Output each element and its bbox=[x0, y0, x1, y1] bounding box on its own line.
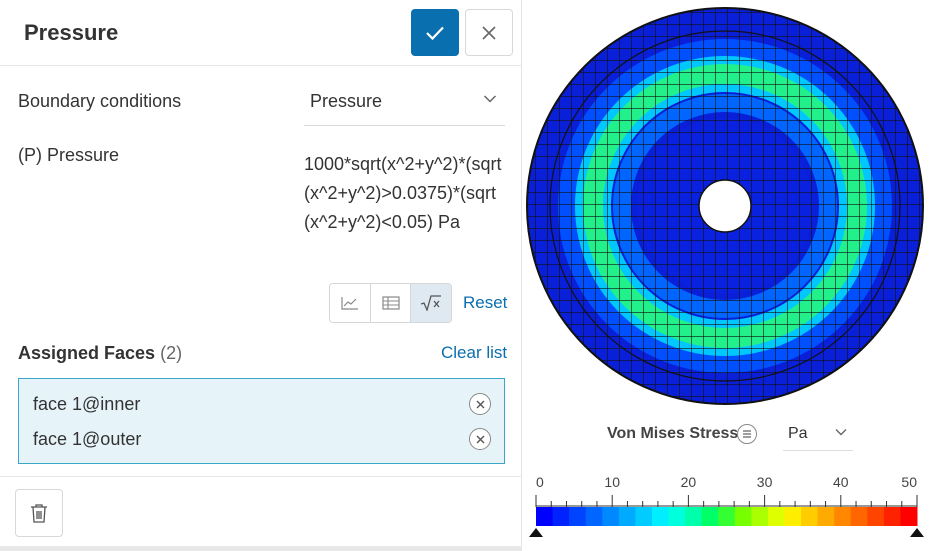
color-scale-segment bbox=[668, 507, 686, 526]
color-scale-segment bbox=[635, 507, 653, 526]
color-scale-segment bbox=[734, 507, 752, 526]
color-scale-segment bbox=[834, 507, 852, 526]
result-viewport[interactable]: Von Mises Stress Pa 0 10 20 30 40 50 bbox=[523, 0, 929, 551]
boundary-conditions-label: Boundary conditions bbox=[18, 91, 182, 111]
formula-icon bbox=[420, 295, 442, 311]
scale-tick-label: 30 bbox=[757, 474, 773, 490]
scale-min-handle[interactable] bbox=[529, 528, 543, 537]
pressure-expression-input[interactable]: 1000*sqrt(x^2+y^2)*(sqrt(x^2+y^2)>0.0375… bbox=[304, 154, 502, 232]
table-icon bbox=[381, 296, 400, 310]
scale-tick-label: 10 bbox=[604, 474, 620, 490]
color-scale-segment bbox=[552, 507, 570, 526]
reset-link[interactable]: Reset bbox=[463, 293, 508, 312]
scale-tick-label: 50 bbox=[901, 474, 917, 490]
color-scale-segment bbox=[817, 507, 835, 526]
chart-mode-button[interactable] bbox=[330, 284, 371, 322]
stress-contour-plot bbox=[526, 7, 924, 405]
legend-menu-button[interactable] bbox=[737, 424, 757, 444]
remove-face-button[interactable] bbox=[469, 428, 491, 450]
color-scale-segment bbox=[569, 507, 587, 526]
assigned-faces-label: Assigned Faces bbox=[18, 343, 156, 363]
menu-icon bbox=[743, 430, 751, 438]
check-icon bbox=[426, 26, 444, 40]
remove-face-button[interactable] bbox=[469, 393, 491, 415]
chart-icon bbox=[341, 297, 358, 310]
chevron-down-icon bbox=[835, 429, 847, 436]
legend-title: Von Mises Stress bbox=[607, 425, 739, 442]
color-scale-segment bbox=[585, 507, 603, 526]
unit-select[interactable]: Pa bbox=[783, 417, 853, 451]
color-scale-segment bbox=[718, 507, 736, 526]
close-icon bbox=[482, 25, 496, 40]
footer-divider bbox=[0, 476, 522, 477]
color-scale-segment bbox=[701, 507, 719, 526]
scale-tick-label: 40 bbox=[833, 474, 849, 490]
boundary-condition-panel: Pressure Boundary conditions Pressure (P… bbox=[0, 0, 522, 551]
mesh-ring-lines bbox=[549, 30, 901, 382]
color-scale-segment bbox=[618, 507, 636, 526]
confirm-button[interactable] bbox=[411, 9, 459, 56]
color-scale-segment bbox=[685, 507, 703, 526]
color-scale-segment bbox=[784, 507, 802, 526]
scale-tick-label: 20 bbox=[681, 474, 697, 490]
disc-outline bbox=[526, 7, 924, 405]
delete-button[interactable] bbox=[15, 489, 63, 537]
color-scale-segment bbox=[536, 507, 554, 526]
list-item: face 1@outer bbox=[33, 429, 142, 449]
close-icon bbox=[476, 400, 484, 408]
close-icon bbox=[476, 435, 484, 443]
color-scale-bar: 0 10 20 30 40 50 bbox=[529, 474, 924, 537]
formula-mode-button[interactable] bbox=[411, 284, 451, 322]
close-button[interactable] bbox=[465, 9, 513, 56]
chevron-down-icon bbox=[483, 95, 497, 103]
center-hole bbox=[698, 179, 752, 233]
table-mode-button[interactable] bbox=[370, 284, 412, 322]
color-scale-segment bbox=[867, 507, 885, 526]
color-scale-segment bbox=[751, 507, 769, 526]
panel-header: Pressure bbox=[0, 0, 522, 66]
panel-title: Pressure bbox=[24, 20, 119, 45]
boundary-conditions-select[interactable]: Pressure bbox=[304, 80, 505, 126]
input-mode-switch bbox=[329, 283, 452, 323]
color-scale-segment bbox=[900, 507, 918, 526]
assigned-faces-count: (2) bbox=[160, 343, 183, 363]
color-scale-segment bbox=[850, 507, 868, 526]
color-scale-segment bbox=[883, 507, 901, 526]
trash-icon bbox=[31, 504, 47, 523]
list-item: face 1@inner bbox=[33, 394, 141, 414]
assigned-faces-list: face 1@inner face 1@outer bbox=[18, 378, 505, 464]
boundary-conditions-value: Pressure bbox=[310, 91, 383, 111]
panel-scroll-bar bbox=[0, 546, 522, 551]
color-scale-segment bbox=[651, 507, 670, 526]
pressure-label: (P) Pressure bbox=[18, 145, 120, 165]
color-scale-segment bbox=[602, 507, 620, 526]
clear-list-link[interactable]: Clear list bbox=[441, 343, 508, 362]
assigned-faces-title: Assigned Faces (2) bbox=[18, 343, 182, 364]
color-scale-segment bbox=[801, 507, 819, 526]
scale-tick-label: 0 bbox=[536, 474, 544, 490]
color-scale-segment bbox=[767, 507, 785, 526]
scale-max-handle[interactable] bbox=[910, 528, 924, 537]
unit-value: Pa bbox=[788, 425, 808, 442]
